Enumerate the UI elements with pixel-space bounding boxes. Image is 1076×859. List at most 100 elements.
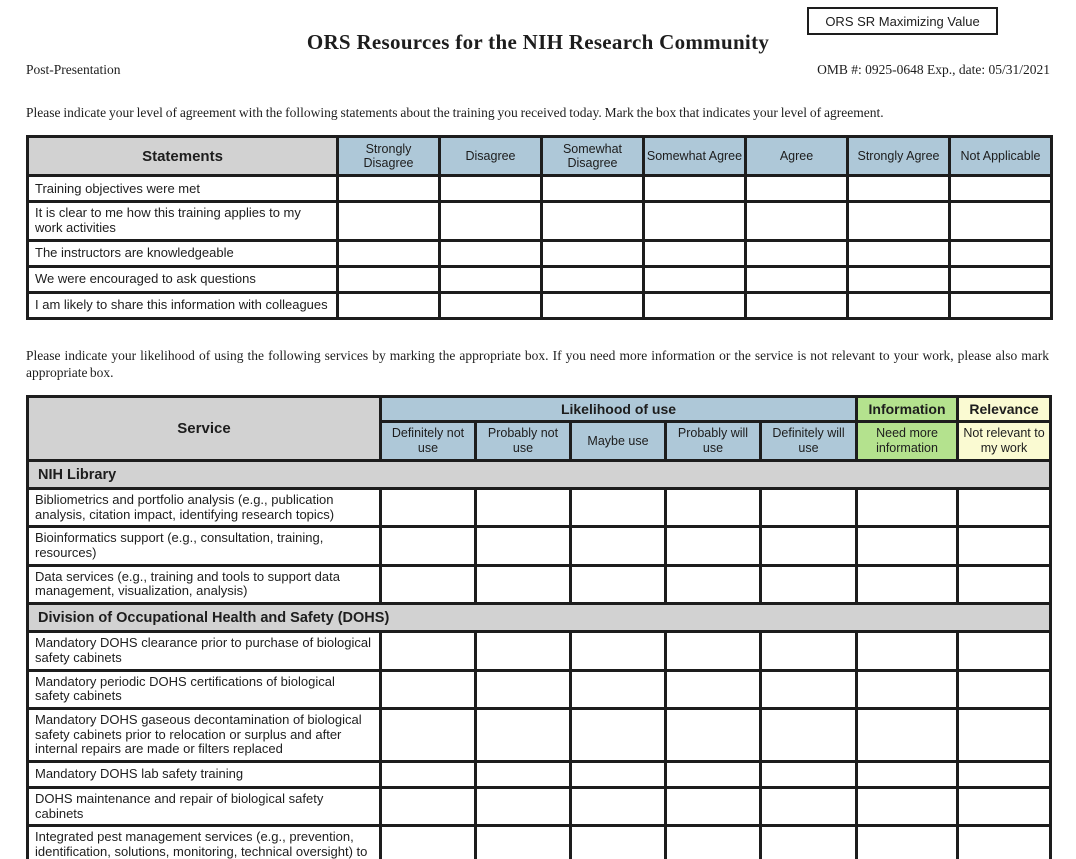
agreement-answer-cell[interactable]	[642, 290, 747, 320]
services-answer-cell[interactable]	[855, 668, 960, 710]
services-answer-cell[interactable]	[855, 563, 960, 606]
services-answer-cell[interactable]	[664, 630, 762, 672]
agreement-answer-cell[interactable]	[642, 264, 747, 294]
services-answer-cell[interactable]	[664, 785, 762, 828]
agreement-answer-cell[interactable]	[336, 174, 441, 204]
agreement-answer-cell[interactable]	[438, 290, 543, 320]
agreement-answer-cell[interactable]	[744, 174, 849, 204]
services-column-header: Probably will use	[664, 420, 762, 462]
agreement-answer-cell[interactable]	[642, 174, 747, 204]
services-answer-cell[interactable]	[855, 759, 960, 789]
agreement-answer-cell[interactable]	[642, 238, 747, 268]
services-answer-cell[interactable]	[956, 785, 1053, 828]
services-answer-cell[interactable]	[569, 630, 667, 672]
services-answer-cell[interactable]	[569, 706, 667, 763]
agreement-answer-cell[interactable]	[846, 200, 951, 242]
services-answer-cell[interactable]	[379, 785, 477, 828]
services-answer-cell[interactable]	[758, 668, 859, 710]
services-answer-cell[interactable]	[956, 668, 1053, 710]
services-answer-cell[interactable]	[664, 706, 762, 763]
agreement-answer-cell[interactable]	[948, 264, 1053, 294]
services-answer-cell[interactable]	[474, 630, 572, 672]
agreement-answer-cell[interactable]	[642, 200, 747, 242]
services-answer-cell[interactable]	[379, 630, 477, 672]
agreement-answer-cell[interactable]	[846, 238, 951, 268]
services-answer-cell[interactable]	[855, 785, 960, 828]
agreement-answer-cell[interactable]	[540, 200, 645, 242]
services-answer-cell[interactable]	[758, 785, 859, 828]
services-answer-cell[interactable]	[664, 486, 762, 529]
services-answer-cell[interactable]	[379, 525, 477, 567]
agreement-answer-cell[interactable]	[336, 238, 441, 268]
agreement-answer-cell[interactable]	[540, 290, 645, 320]
services-answer-cell[interactable]	[379, 563, 477, 606]
services-answer-cell[interactable]	[956, 824, 1053, 859]
agreement-answer-cell[interactable]	[336, 264, 441, 294]
agreement-answer-cell[interactable]	[438, 174, 543, 204]
agreement-answer-cell[interactable]	[540, 264, 645, 294]
services-answer-cell[interactable]	[758, 759, 859, 789]
services-answer-cell[interactable]	[956, 486, 1053, 529]
services-answer-cell[interactable]	[956, 759, 1053, 789]
services-answer-cell[interactable]	[569, 563, 667, 606]
agreement-answer-cell[interactable]	[540, 238, 645, 268]
services-answer-cell[interactable]	[956, 706, 1053, 763]
services-answer-cell[interactable]	[956, 563, 1053, 606]
services-answer-cell[interactable]	[569, 668, 667, 710]
services-answer-cell[interactable]	[758, 630, 859, 672]
agreement-answer-cell[interactable]	[540, 174, 645, 204]
agreement-answer-cell[interactable]	[846, 290, 951, 320]
services-answer-cell[interactable]	[758, 706, 859, 763]
services-answer-cell[interactable]	[664, 759, 762, 789]
services-answer-cell[interactable]	[379, 668, 477, 710]
agreement-answer-cell[interactable]	[438, 238, 543, 268]
services-answer-cell[interactable]	[474, 525, 572, 567]
agreement-answer-cell[interactable]	[744, 200, 849, 242]
services-answer-cell[interactable]	[758, 824, 859, 859]
services-answer-cell[interactable]	[758, 563, 859, 606]
agreement-answer-cell[interactable]	[438, 200, 543, 242]
agreement-answer-cell[interactable]	[948, 290, 1053, 320]
services-answer-cell[interactable]	[474, 706, 572, 763]
agreement-answer-cell[interactable]	[336, 290, 441, 320]
services-answer-cell[interactable]	[664, 563, 762, 606]
services-answer-cell[interactable]	[758, 525, 859, 567]
services-answer-cell[interactable]	[379, 824, 477, 859]
services-answer-cell[interactable]	[664, 668, 762, 710]
services-answer-cell[interactable]	[474, 824, 572, 859]
services-answer-cell[interactable]	[379, 486, 477, 529]
agreement-answer-cell[interactable]	[948, 174, 1053, 204]
services-answer-cell[interactable]	[855, 486, 960, 529]
services-answer-cell[interactable]	[569, 824, 667, 859]
agreement-answer-cell[interactable]	[336, 200, 441, 242]
services-answer-cell[interactable]	[474, 563, 572, 606]
services-answer-cell[interactable]	[569, 486, 667, 529]
services-answer-cell[interactable]	[664, 824, 762, 859]
agreement-answer-cell[interactable]	[948, 238, 1053, 268]
services-answer-cell[interactable]	[474, 785, 572, 828]
agreement-table: Statements Strongly Disagree Disagree Somew…	[26, 135, 1053, 320]
agreement-answer-cell[interactable]	[744, 290, 849, 320]
agreement-answer-cell[interactable]	[744, 264, 849, 294]
services-answer-cell[interactable]	[855, 706, 960, 763]
services-answer-cell[interactable]	[855, 630, 960, 672]
agreement-answer-cell[interactable]	[948, 200, 1053, 242]
services-answer-cell[interactable]	[855, 525, 960, 567]
services-answer-cell[interactable]	[664, 525, 762, 567]
services-answer-cell[interactable]	[956, 525, 1053, 567]
agreement-answer-cell[interactable]	[846, 264, 951, 294]
services-answer-cell[interactable]	[569, 759, 667, 789]
agreement-answer-cell[interactable]	[744, 238, 849, 268]
services-answer-cell[interactable]	[474, 486, 572, 529]
services-answer-cell[interactable]	[379, 759, 477, 789]
agreement-answer-cell[interactable]	[438, 264, 543, 294]
services-answer-cell[interactable]	[956, 630, 1053, 672]
services-answer-cell[interactable]	[569, 525, 667, 567]
services-answer-cell[interactable]	[758, 486, 859, 529]
services-answer-cell[interactable]	[474, 668, 572, 710]
services-answer-cell[interactable]	[474, 759, 572, 789]
services-answer-cell[interactable]	[855, 824, 960, 859]
services-answer-cell[interactable]	[379, 706, 477, 763]
agreement-answer-cell[interactable]	[846, 174, 951, 204]
services-answer-cell[interactable]	[569, 785, 667, 828]
